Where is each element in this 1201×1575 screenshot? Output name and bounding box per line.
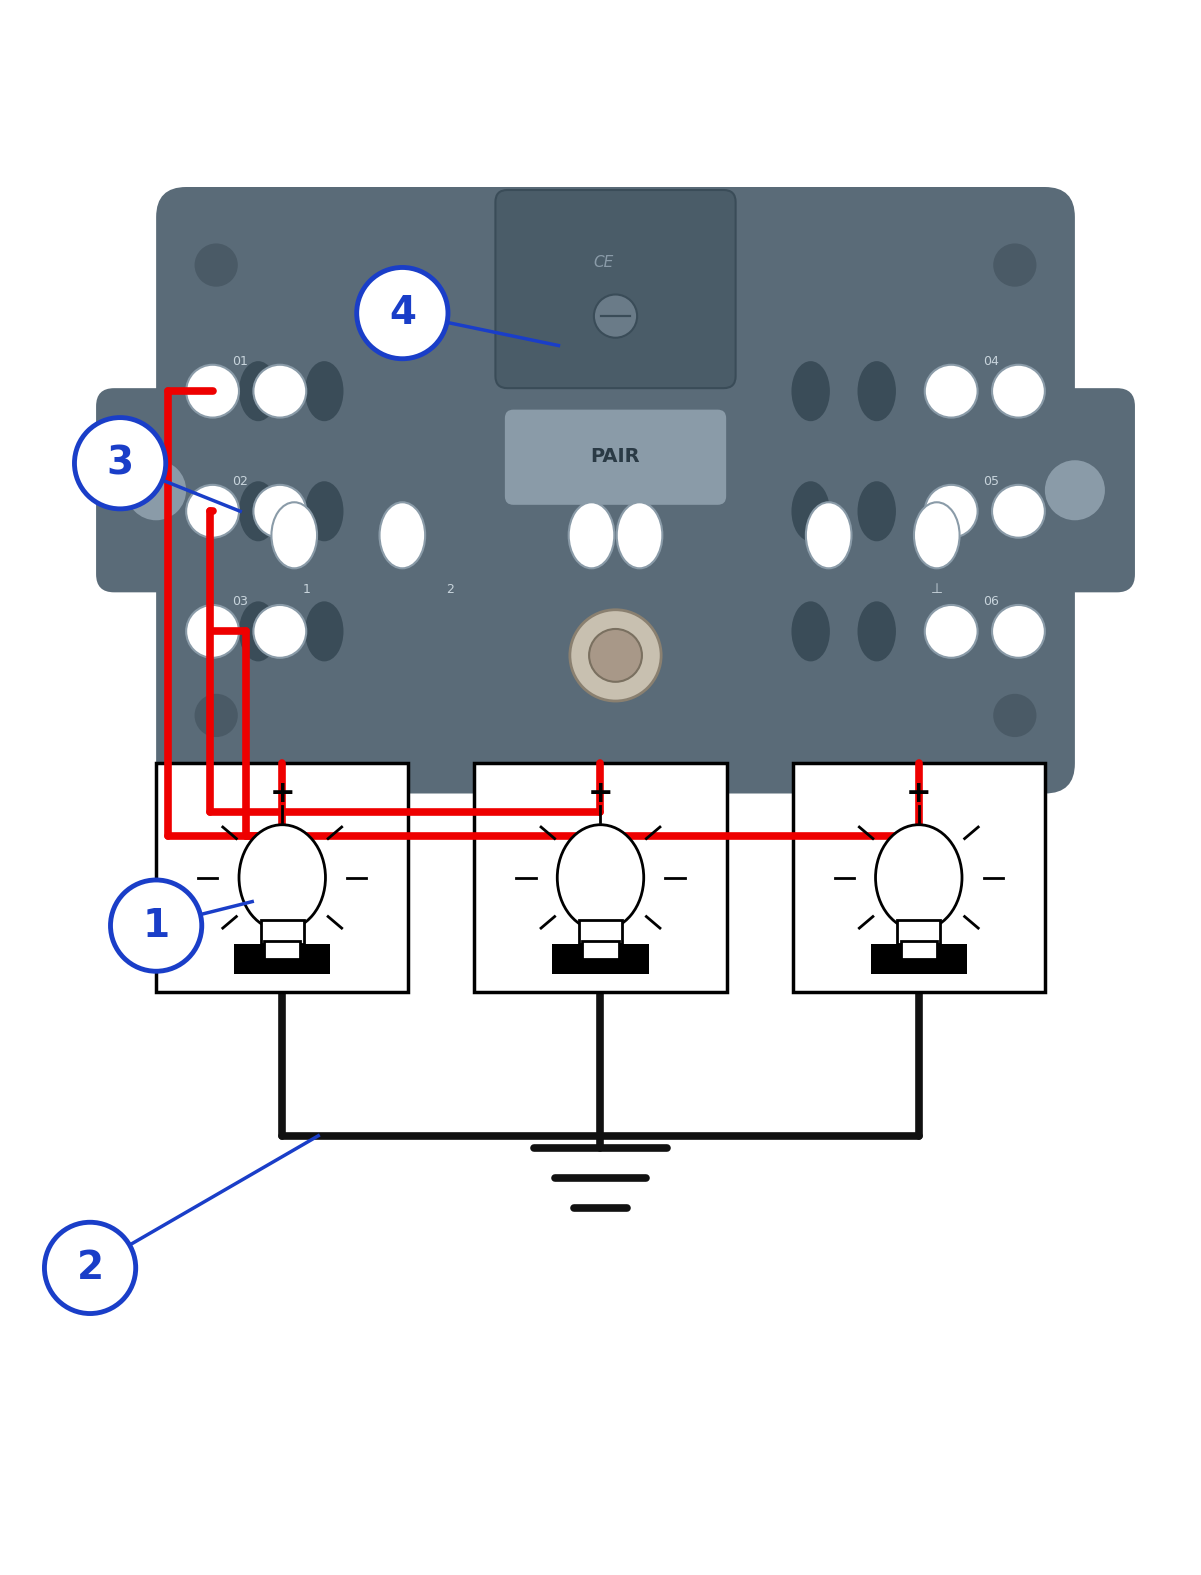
Circle shape — [253, 605, 306, 658]
Circle shape — [593, 295, 637, 337]
Circle shape — [195, 695, 238, 737]
Text: PAIR: PAIR — [591, 447, 640, 466]
Circle shape — [569, 610, 661, 701]
Text: 05: 05 — [982, 474, 999, 488]
Circle shape — [253, 485, 306, 537]
Circle shape — [44, 1222, 136, 1314]
Text: 2: 2 — [77, 1249, 103, 1287]
Circle shape — [993, 695, 1036, 737]
Text: +: + — [587, 780, 614, 808]
Text: 02: 02 — [232, 474, 249, 488]
Bar — [261, 920, 304, 943]
Text: 3: 3 — [107, 444, 133, 482]
Bar — [264, 942, 300, 959]
Circle shape — [195, 244, 238, 287]
Circle shape — [993, 244, 1036, 287]
Ellipse shape — [791, 602, 830, 662]
Circle shape — [357, 268, 448, 359]
Bar — [901, 942, 937, 959]
Ellipse shape — [239, 602, 277, 662]
Circle shape — [126, 460, 186, 520]
Ellipse shape — [791, 482, 830, 542]
FancyBboxPatch shape — [495, 191, 735, 387]
Bar — [793, 764, 1045, 992]
Text: 1: 1 — [143, 907, 169, 945]
Text: 1: 1 — [303, 583, 310, 595]
FancyBboxPatch shape — [156, 187, 1075, 794]
Circle shape — [588, 628, 641, 682]
Text: 4: 4 — [389, 295, 416, 332]
Text: 03: 03 — [232, 595, 249, 608]
Bar — [871, 943, 967, 973]
Circle shape — [186, 605, 239, 658]
Text: +: + — [269, 780, 295, 808]
Circle shape — [253, 365, 306, 417]
Circle shape — [186, 485, 239, 537]
Text: GARMIN: GARMIN — [564, 272, 667, 293]
Ellipse shape — [305, 482, 343, 542]
Text: CE: CE — [593, 255, 614, 269]
Ellipse shape — [791, 361, 830, 421]
Ellipse shape — [380, 502, 425, 569]
Circle shape — [992, 485, 1045, 537]
Ellipse shape — [858, 361, 896, 421]
Ellipse shape — [858, 482, 896, 542]
Ellipse shape — [806, 502, 852, 569]
Ellipse shape — [239, 825, 325, 931]
Text: 06: 06 — [982, 595, 999, 608]
Ellipse shape — [914, 502, 960, 569]
Circle shape — [925, 485, 978, 537]
Circle shape — [186, 365, 239, 417]
Circle shape — [992, 365, 1045, 417]
Ellipse shape — [239, 361, 277, 421]
Circle shape — [992, 605, 1045, 658]
Bar — [552, 943, 649, 973]
FancyBboxPatch shape — [503, 408, 727, 506]
FancyBboxPatch shape — [96, 387, 216, 592]
Bar — [579, 920, 622, 943]
Ellipse shape — [876, 825, 962, 931]
Text: ⊥: ⊥ — [931, 583, 943, 597]
Ellipse shape — [305, 602, 343, 662]
Bar — [234, 943, 330, 973]
Circle shape — [1045, 460, 1105, 520]
Circle shape — [110, 880, 202, 972]
FancyBboxPatch shape — [1015, 387, 1135, 592]
Circle shape — [925, 365, 978, 417]
Ellipse shape — [305, 361, 343, 421]
Text: +: + — [906, 780, 932, 808]
Ellipse shape — [616, 502, 662, 569]
Ellipse shape — [239, 482, 277, 542]
Bar — [156, 764, 408, 992]
Circle shape — [74, 417, 166, 509]
Text: 04: 04 — [982, 354, 999, 367]
Ellipse shape — [271, 502, 317, 569]
Text: 01: 01 — [232, 354, 249, 367]
Bar — [897, 920, 940, 943]
Ellipse shape — [568, 502, 614, 569]
Circle shape — [925, 605, 978, 658]
Bar — [582, 942, 619, 959]
Ellipse shape — [557, 825, 644, 931]
Ellipse shape — [858, 602, 896, 662]
Bar — [474, 764, 727, 992]
Text: 2: 2 — [447, 583, 454, 595]
